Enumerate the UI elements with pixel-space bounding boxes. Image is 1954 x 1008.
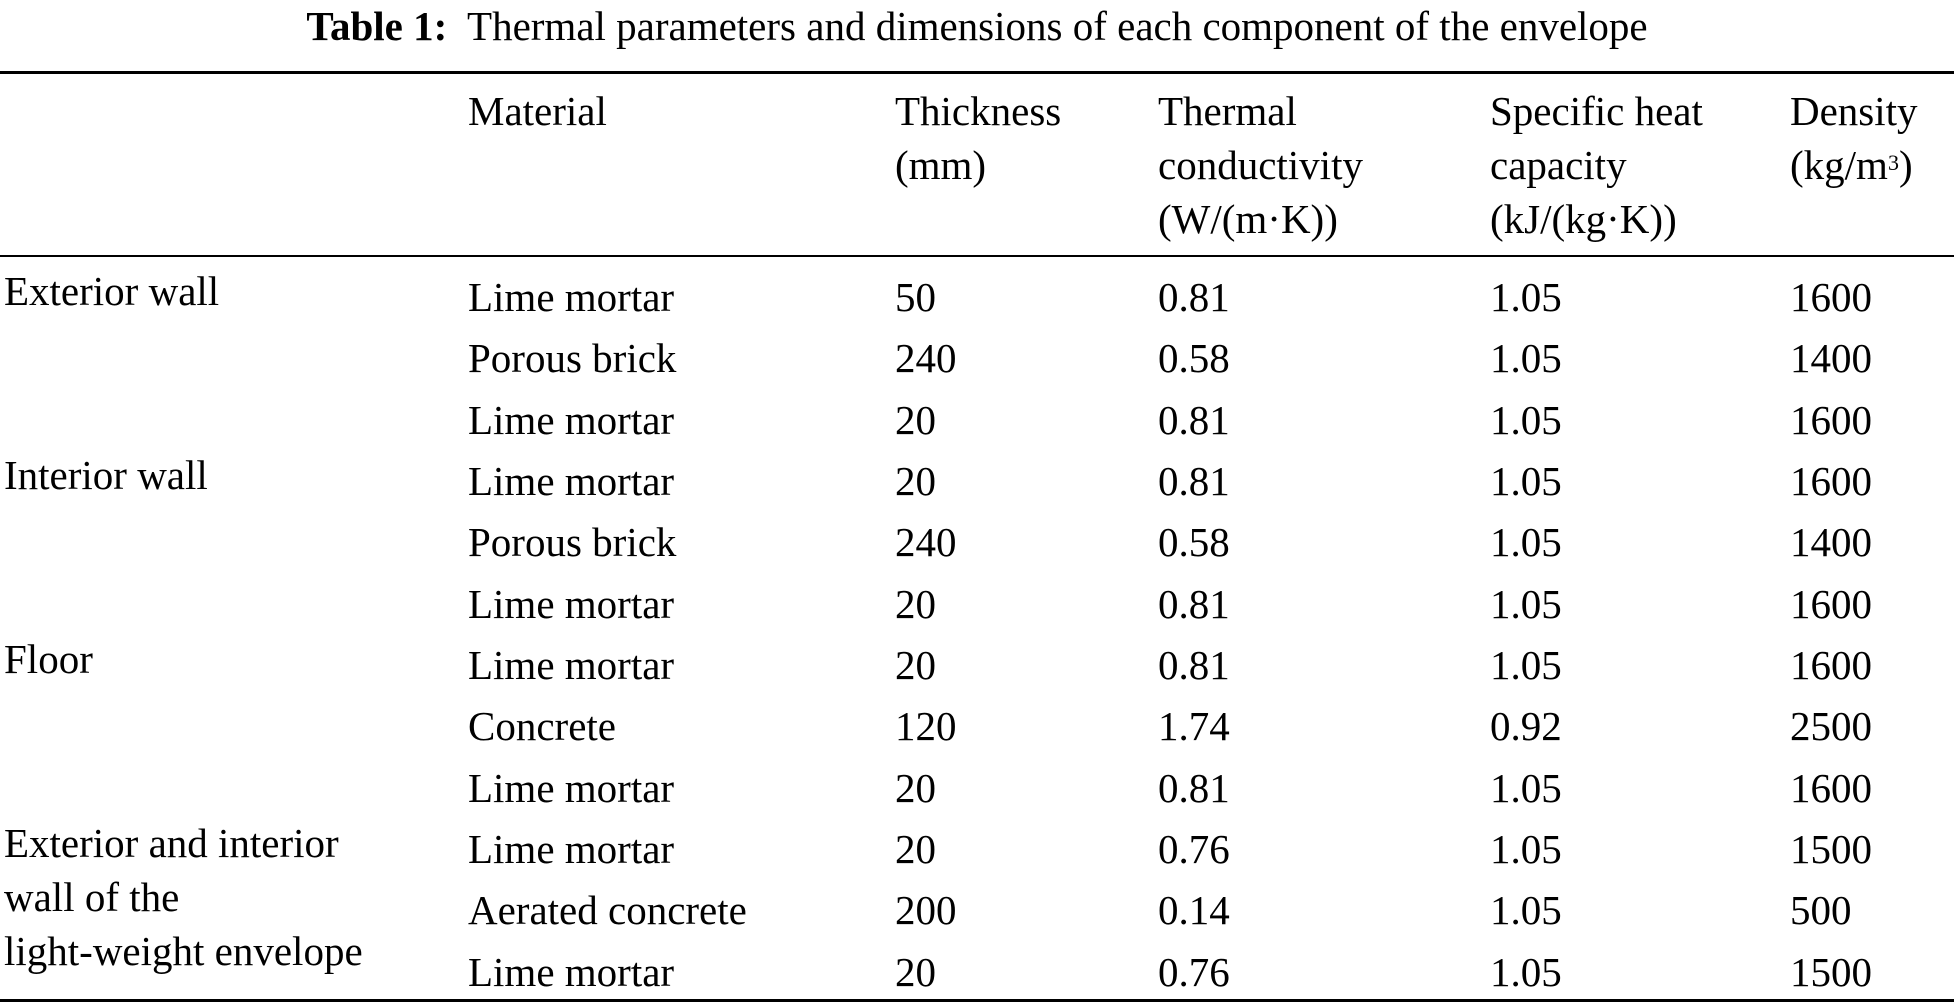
cell-heat-capacity: 1.05	[1490, 826, 1562, 872]
cell-thickness: 20	[895, 642, 936, 688]
cell-density: 1400	[1790, 519, 1872, 565]
cell-conductivity: 0.76	[1158, 826, 1230, 872]
cell-material: Porous brick	[468, 519, 677, 565]
cell-thickness: 200	[895, 887, 957, 933]
cell-density: 500	[1790, 887, 1852, 933]
cell-density: 1600	[1790, 274, 1872, 320]
cell-density: 1600	[1790, 642, 1872, 688]
cell-thickness: 20	[895, 949, 936, 995]
cell-material: Lime mortar	[468, 274, 675, 320]
component-interior-wall: Interior wall	[4, 452, 208, 498]
caption-label: Table 1:	[306, 3, 448, 49]
component-exterior-wall: Exterior wall	[4, 268, 220, 314]
cell-heat-capacity: 1.05	[1490, 642, 1562, 688]
header-rule	[0, 255, 1954, 257]
cell-density: 1400	[1790, 335, 1872, 381]
cell-thickness: 20	[895, 458, 936, 504]
header-density: Density (kg/m3)	[1790, 84, 1918, 192]
cell-conductivity: 0.81	[1158, 642, 1230, 688]
cell-material: Lime mortar	[468, 949, 675, 995]
caption-text: Thermal parameters and dimensions of eac…	[467, 3, 1648, 49]
density-unit: (kg/m3)	[1790, 142, 1913, 188]
cell-density: 1600	[1790, 581, 1872, 627]
cell-heat-capacity: 1.05	[1490, 519, 1562, 565]
cell-material: Lime mortar	[468, 765, 675, 811]
cell-heat-capacity: 1.05	[1490, 581, 1562, 627]
cell-material: Porous brick	[468, 335, 677, 381]
cell-conductivity: 0.76	[1158, 949, 1230, 995]
cell-heat-capacity: 1.05	[1490, 458, 1562, 504]
cell-conductivity: 0.81	[1158, 458, 1230, 504]
cell-conductivity: 0.81	[1158, 581, 1230, 627]
cell-heat-capacity: 1.05	[1490, 335, 1562, 381]
top-rule	[0, 71, 1954, 74]
cell-thickness: 50	[895, 274, 936, 320]
cell-material: Lime mortar	[468, 397, 675, 443]
cell-conductivity: 0.81	[1158, 397, 1230, 443]
header-thermal-conductivity: Thermal conductivity (W/(m·K))	[1158, 88, 1363, 242]
cell-material: Lime mortar	[468, 458, 675, 504]
cell-conductivity: 1.74	[1158, 703, 1230, 749]
cell-material: Lime mortar	[468, 826, 675, 872]
component-light-weight-envelope: Exterior and interior wall of the light-…	[4, 820, 363, 974]
cell-density: 1600	[1790, 397, 1872, 443]
cell-heat-capacity: 1.05	[1490, 949, 1562, 995]
cell-density: 1500	[1790, 826, 1872, 872]
cell-density: 1600	[1790, 458, 1872, 504]
cell-density: 1600	[1790, 765, 1872, 811]
cell-conductivity: 0.81	[1158, 274, 1230, 320]
cell-thickness: 20	[895, 397, 936, 443]
table-caption: Table 1: Thermal parameters and dimensio…	[0, 2, 1954, 50]
cell-material: Lime mortar	[468, 581, 675, 627]
cell-material: Concrete	[468, 703, 616, 749]
cell-thickness: 120	[895, 703, 957, 749]
cell-heat-capacity: 1.05	[1490, 765, 1562, 811]
cell-heat-capacity: 1.05	[1490, 887, 1562, 933]
cell-conductivity: 0.58	[1158, 335, 1230, 381]
cell-density: 1500	[1790, 949, 1872, 995]
cell-material: Aerated concrete	[468, 887, 747, 933]
cell-conductivity: 0.14	[1158, 887, 1230, 933]
header-specific-heat-capacity: Specific heat capacity (kJ/(kg·K))	[1490, 88, 1703, 242]
header-material: Material	[468, 88, 607, 134]
bottom-rule	[0, 999, 1954, 1002]
cell-thickness: 20	[895, 581, 936, 627]
cell-thickness: 20	[895, 765, 936, 811]
cell-thickness: 240	[895, 519, 957, 565]
header-thickness: Thickness (mm)	[895, 88, 1062, 188]
component-floor: Floor	[4, 636, 93, 682]
cell-heat-capacity: 0.92	[1490, 703, 1562, 749]
cell-material: Lime mortar	[468, 642, 675, 688]
cell-conductivity: 0.58	[1158, 519, 1230, 565]
cell-conductivity: 0.81	[1158, 765, 1230, 811]
cell-heat-capacity: 1.05	[1490, 397, 1562, 443]
cell-density: 2500	[1790, 703, 1872, 749]
cell-heat-capacity: 1.05	[1490, 274, 1562, 320]
cell-thickness: 20	[895, 826, 936, 872]
cell-thickness: 240	[895, 335, 957, 381]
